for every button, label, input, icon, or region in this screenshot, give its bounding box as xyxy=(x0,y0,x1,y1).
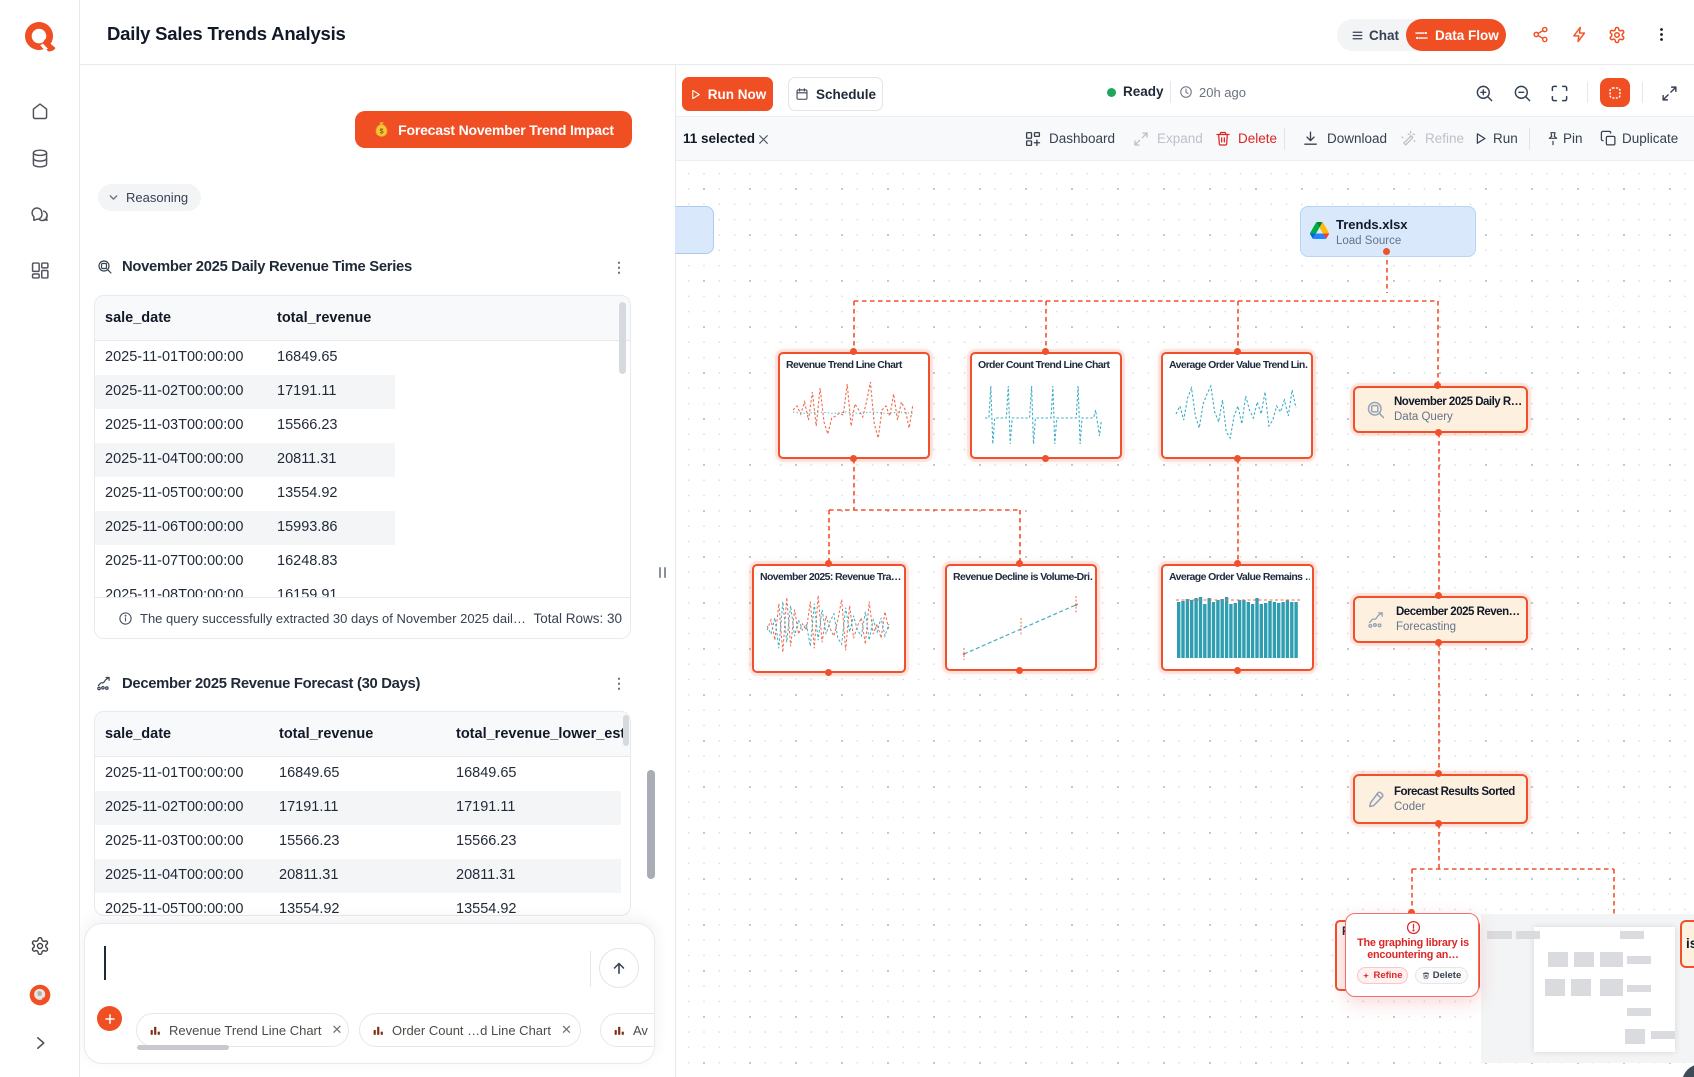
svg-text:$: $ xyxy=(380,127,384,135)
